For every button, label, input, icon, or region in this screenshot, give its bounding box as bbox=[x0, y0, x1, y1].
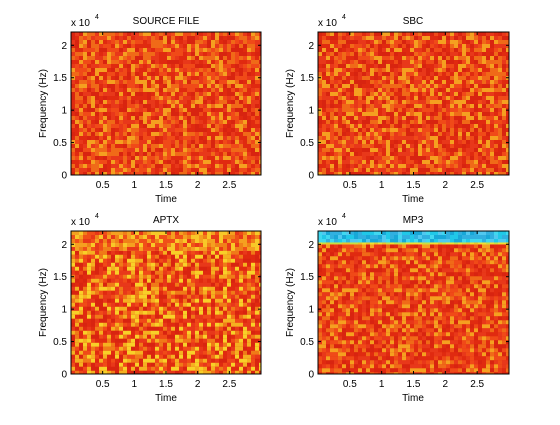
y-tick-label: 1 bbox=[61, 305, 67, 316]
band-very-high bbox=[71, 231, 263, 251]
y-exponent: 4 bbox=[95, 14, 99, 21]
x-tick-label: 1.5 bbox=[407, 180, 421, 191]
spectrogram-image bbox=[71, 231, 263, 374]
y-exponent: 4 bbox=[342, 14, 346, 21]
spectrogram-image bbox=[318, 231, 510, 374]
x-tick-label: 2 bbox=[195, 180, 201, 191]
x-axis-label: Time bbox=[402, 393, 424, 404]
x-tick-label: 0.5 bbox=[96, 379, 110, 390]
x-tick-label: 1.5 bbox=[159, 379, 173, 390]
y-exponent-label: x 10 bbox=[71, 217, 90, 228]
y-tick-label: 1.5 bbox=[300, 272, 314, 283]
band-high bbox=[71, 32, 263, 175]
y-tick-label: 0 bbox=[61, 370, 67, 381]
subplot-source-file: 0.5 1 1.5 2 2.5 0 0.5 1 1.5 2 SOURCE FILE Time F… bbox=[38, 14, 263, 205]
subplot-aptx: 0.5 1 1.5 2 2.5 0 0.5 1 1.5 2 APTX Time Frequenc… bbox=[38, 213, 263, 404]
y-axis-label: Frequency (Hz) bbox=[38, 69, 49, 138]
x-tick-label: 2 bbox=[195, 379, 201, 390]
x-tick-label: 0.5 bbox=[343, 379, 357, 390]
x-tick-label: 2.5 bbox=[470, 180, 484, 191]
x-tick-label: 2.5 bbox=[222, 180, 236, 191]
x-tick-label: 2.5 bbox=[222, 379, 236, 390]
x-tick-label: 1.5 bbox=[407, 379, 421, 390]
x-tick-label: 1 bbox=[379, 180, 385, 191]
y-tick-label: 0 bbox=[308, 171, 314, 182]
y-exponent: 4 bbox=[342, 213, 346, 220]
y-tick-label: 1 bbox=[308, 305, 314, 316]
y-tick-label: 1.5 bbox=[53, 272, 67, 283]
y-tick-label: 0.5 bbox=[53, 138, 67, 149]
y-tick-label: 2 bbox=[308, 240, 314, 251]
x-tick-label: 2.5 bbox=[470, 379, 484, 390]
y-tick-label: 0.5 bbox=[300, 138, 314, 149]
x-tick-label: 1 bbox=[379, 379, 385, 390]
x-axis-label: Time bbox=[155, 194, 177, 205]
band-high bbox=[318, 244, 510, 374]
subplot-title: APTX bbox=[153, 215, 179, 226]
y-tick-label: 1.5 bbox=[53, 73, 67, 84]
y-tick-label: 1 bbox=[308, 106, 314, 117]
band-transition bbox=[318, 242, 510, 244]
spectrogram-image bbox=[71, 32, 263, 175]
y-tick-label: 1.5 bbox=[300, 73, 314, 84]
x-tick-label: 0.5 bbox=[343, 180, 357, 191]
y-tick-label: 2 bbox=[61, 41, 67, 52]
y-tick-label: 0.5 bbox=[300, 337, 314, 348]
y-tick-label: 2 bbox=[61, 240, 67, 251]
y-exponent-label: x 10 bbox=[318, 18, 337, 29]
x-tick-label: 2 bbox=[443, 180, 449, 191]
x-axis-label: Time bbox=[155, 393, 177, 404]
x-tick-label: 1 bbox=[132, 379, 138, 390]
y-tick-label: 1 bbox=[61, 106, 67, 117]
y-axis-label: Frequency (Hz) bbox=[285, 69, 296, 138]
y-exponent-label: x 10 bbox=[71, 18, 90, 29]
x-axis-label: Time bbox=[402, 194, 424, 205]
subplot-title: SOURCE FILE bbox=[133, 16, 200, 27]
y-tick-label: 0 bbox=[61, 171, 67, 182]
subplot-sbc: 0.5 1 1.5 2 2.5 0 0.5 1 1.5 2 SBC Time Frequency… bbox=[285, 14, 510, 205]
y-exponent-label: x 10 bbox=[318, 217, 337, 228]
x-tick-label: 0.5 bbox=[96, 180, 110, 191]
y-exponent: 4 bbox=[95, 213, 99, 220]
x-tick-label: 2 bbox=[443, 379, 449, 390]
y-tick-label: 0.5 bbox=[53, 337, 67, 348]
subplot-mp3: 0.5 1 1.5 2 2.5 0 0.5 1 1.5 2 MP3 Time Frequency… bbox=[285, 213, 510, 404]
spectrogram-image bbox=[318, 32, 510, 175]
y-axis-label: Frequency (Hz) bbox=[38, 268, 49, 337]
y-tick-label: 0 bbox=[308, 370, 314, 381]
x-tick-label: 1.5 bbox=[159, 180, 173, 191]
y-tick-label: 2 bbox=[308, 41, 314, 52]
subplot-title: SBC bbox=[403, 16, 424, 27]
y-axis-label: Frequency (Hz) bbox=[285, 268, 296, 337]
band-high bbox=[318, 32, 510, 175]
x-tick-label: 1 bbox=[132, 180, 138, 191]
band-high bbox=[71, 251, 263, 374]
subplot-title: MP3 bbox=[403, 215, 424, 226]
